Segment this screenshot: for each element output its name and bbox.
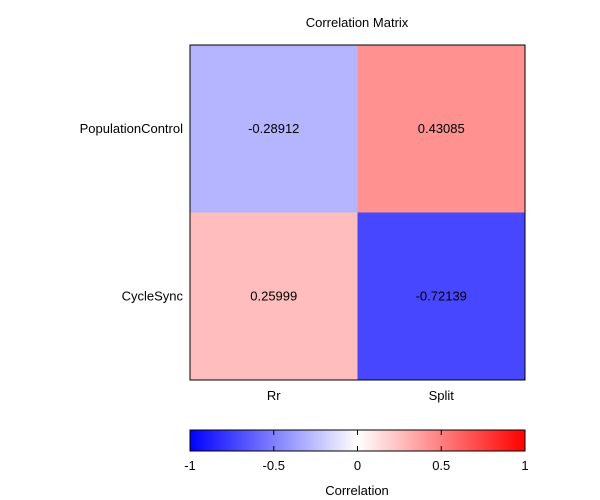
y-tick-label: CycleSync — [122, 288, 184, 303]
cell-value-label: 0.25999 — [250, 288, 297, 303]
plot-frame — [189, 44, 526, 381]
heatmap-cell — [190, 212, 358, 380]
x-tick-label: Rr — [267, 388, 281, 403]
x-tick-label: Split — [429, 388, 455, 403]
colorbar-tick-label: 1 — [521, 458, 528, 473]
y-tick-label: PopulationControl — [80, 121, 183, 136]
chart-title: Correlation Matrix — [306, 15, 409, 30]
colorbar-label: Correlation — [325, 483, 389, 498]
x-axis-tick-labels: Rr Split — [267, 388, 454, 403]
colorbar-tick-label: -1 — [184, 458, 196, 473]
heatmap-cell — [357, 45, 525, 213]
colorbar-tick-label: 0.5 — [432, 458, 450, 473]
cell-value-label: -0.72139 — [416, 288, 467, 303]
heatmap-cell — [357, 212, 525, 380]
heatmap-cells — [190, 45, 525, 380]
heatmap-cell — [190, 45, 358, 213]
colorbar-tick-label: -0.5 — [263, 458, 285, 473]
colorbar-tick-label: 0 — [354, 458, 361, 473]
y-axis-tick-labels: PopulationControl CycleSync — [80, 121, 184, 304]
cell-value-label: -0.28912 — [248, 121, 299, 136]
cell-value-label: 0.43085 — [418, 121, 465, 136]
heatmap-cell-labels: -0.28912 0.43085 0.25999 -0.72139 — [248, 121, 467, 304]
colorbar-ticks: -1 -0.5 0 0.5 1 — [184, 430, 529, 473]
